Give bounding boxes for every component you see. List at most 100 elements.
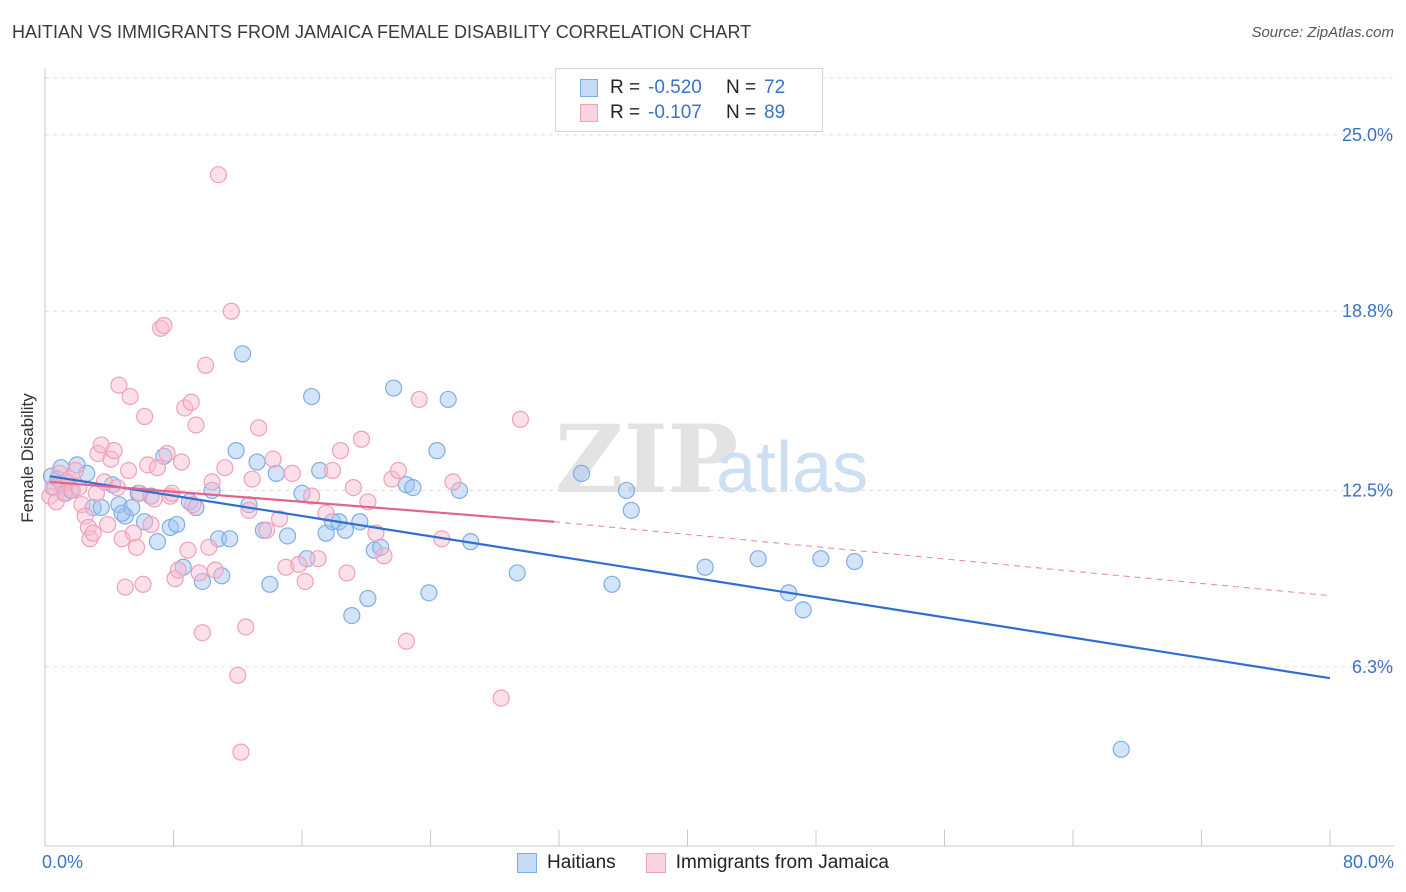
haitians-point: [420, 584, 438, 602]
y-tick-label: 18.8%: [1342, 301, 1393, 321]
haitians-point: [116, 507, 134, 525]
haitians-point: [221, 530, 239, 548]
y-tick-label: 25.0%: [1342, 125, 1393, 145]
jamaica-point: [110, 376, 128, 394]
haitians-point: [261, 575, 279, 593]
jamaica-point: [296, 572, 314, 591]
legend-swatch-jamaica: [580, 104, 598, 122]
jamaica-point: [142, 515, 160, 534]
jamaica-point: [187, 416, 205, 434]
haitians-point: [351, 513, 369, 531]
haitians-point: [278, 527, 297, 545]
x-tick-label-max: 80.0%: [1342, 852, 1394, 872]
jamaica-point: [105, 442, 123, 460]
source-label: Source: ZipAtlas.com: [1251, 24, 1394, 41]
jamaica-point: [200, 538, 218, 556]
jamaica-point: [303, 487, 321, 505]
jamaica-point: [250, 419, 268, 437]
jamaica-point: [135, 407, 154, 426]
jamaica-point: [383, 470, 401, 488]
jamaica-point: [344, 479, 362, 497]
jamaica-point: [258, 521, 276, 539]
jamaica-point: [237, 618, 255, 636]
legend-n-value: 89: [764, 102, 786, 123]
haitians-point: [845, 552, 864, 571]
haitians-point: [603, 575, 621, 593]
y-tick-label: 12.5%: [1342, 480, 1393, 500]
chart-title: HAITIAN VS IMMIGRANTS FROM JAMAICA FEMAL…: [12, 22, 752, 42]
legend-label-jamaica: Immigrants from Jamaica: [675, 852, 889, 873]
y-tick-label: 6.3%: [1352, 657, 1393, 677]
haitians-point: [233, 345, 252, 363]
jamaica-point: [222, 302, 240, 320]
jamaica-point: [216, 459, 234, 477]
haitians-point: [343, 606, 361, 625]
legend-r-value: -0.107: [648, 102, 702, 123]
jamaica-point: [190, 564, 208, 582]
jamaica-point: [127, 538, 146, 556]
haitians-point: [450, 481, 469, 500]
jamaica-point: [290, 555, 308, 574]
jamaica-point: [66, 461, 85, 480]
haitians-point: [92, 498, 110, 517]
legend-swatch-haitians: [580, 79, 598, 97]
haitians-point: [227, 442, 245, 460]
jamaica-point: [352, 430, 371, 448]
jamaica-point: [397, 632, 416, 650]
x-tick-label-min: 0.0%: [42, 852, 84, 872]
jamaica-point: [375, 547, 393, 565]
jamaica-point: [155, 316, 173, 335]
jamaica-point: [389, 461, 407, 480]
legend-item-jamaica[interactable]: Immigrants from Jamaica: [645, 852, 889, 874]
haitians-trend-line: [49, 475, 1331, 680]
jamaica-point: [492, 689, 510, 707]
haitians-point: [794, 601, 812, 619]
legend-r-value: -0.520: [648, 77, 702, 98]
haitians-point: [617, 481, 636, 500]
legend-n-label: N =: [726, 77, 757, 98]
jamaica-point: [47, 493, 65, 511]
jamaica-point: [134, 575, 152, 593]
haitians-point: [696, 558, 714, 576]
jamaica-point: [182, 393, 200, 411]
legend-item-haitians[interactable]: Haitians: [517, 852, 616, 874]
jamaica-point: [444, 473, 462, 491]
jamaica-point: [277, 558, 295, 576]
jamaica-point: [172, 453, 191, 471]
jamaica-point: [232, 743, 250, 761]
legend-swatch-jamaica: [645, 853, 666, 873]
correlation-legend: R = -0.520 N = 72 R = -0.107 N = 89: [555, 68, 823, 132]
haitians-point: [508, 564, 526, 582]
jamaica-point: [229, 666, 247, 684]
jamaica-point: [511, 410, 530, 428]
jamaica-point: [197, 356, 215, 374]
haitians-point: [404, 479, 422, 497]
haitians-point: [303, 387, 321, 406]
jamaica-point: [240, 501, 258, 519]
haitians-point: [359, 589, 377, 608]
haitians-point: [267, 464, 285, 482]
haitians-point: [622, 501, 640, 519]
jamaica-point: [148, 459, 167, 477]
jamaica-point: [84, 524, 102, 542]
haitians-point: [428, 442, 446, 460]
jamaica-point: [99, 515, 117, 534]
jamaica-point: [119, 461, 138, 480]
haitians-point: [439, 390, 457, 409]
jamaica-point: [163, 484, 181, 502]
haitians-point: [123, 498, 141, 517]
haitians-point: [248, 453, 266, 471]
jamaica-point: [283, 464, 301, 482]
haitians-point: [812, 550, 830, 568]
jamaica-point: [264, 450, 282, 468]
watermark-zip: ZIP: [555, 405, 738, 515]
legend-row-jamaica: R = -0.107 N = 89: [580, 102, 785, 124]
jamaica-point: [410, 390, 428, 409]
series-legend: Haitians Immigrants from Jamaica: [0, 852, 1406, 874]
haitians-point: [749, 550, 767, 568]
jamaica-point: [116, 578, 134, 596]
watermark-atlas: atlas: [716, 428, 868, 508]
jamaica-point: [309, 550, 327, 568]
legend-n-value: 72: [764, 77, 786, 98]
